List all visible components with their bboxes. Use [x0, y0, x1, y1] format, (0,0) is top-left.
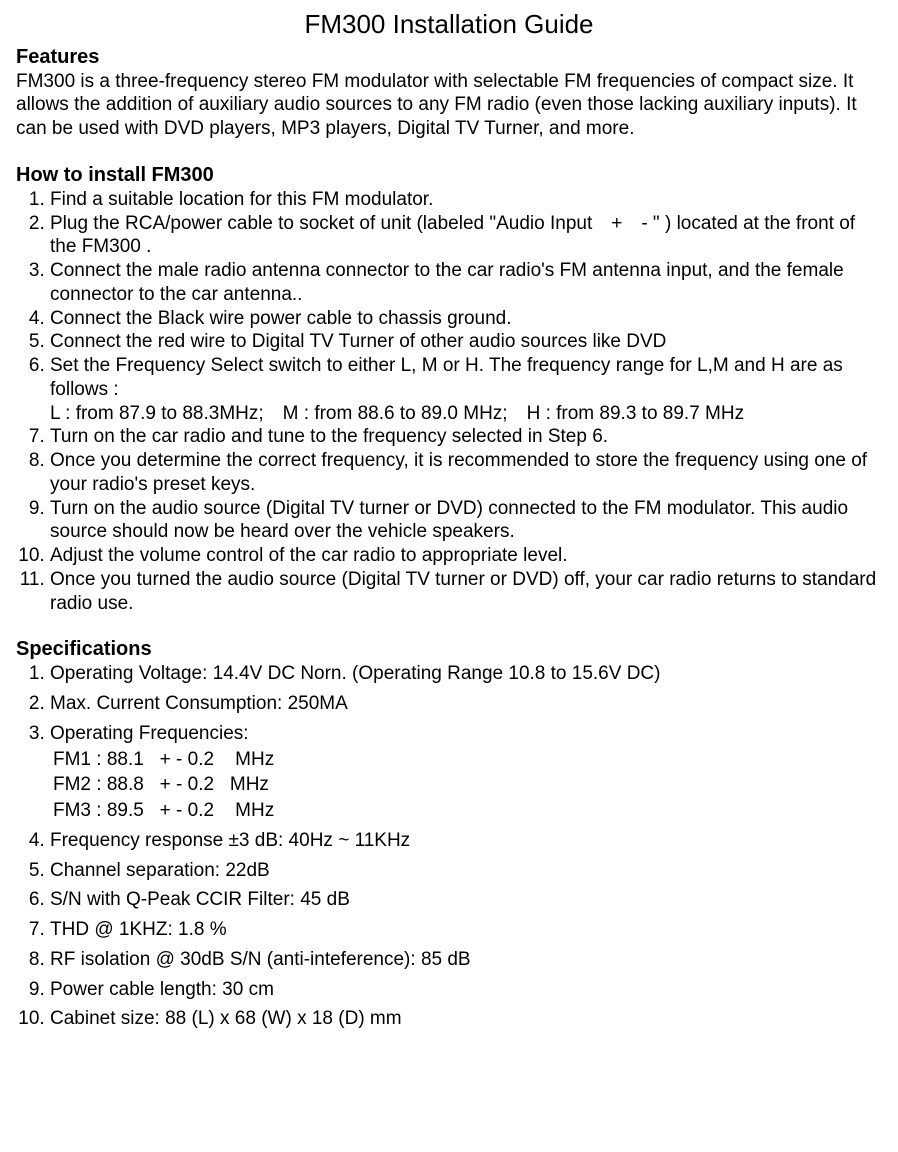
spec-freq-line: FM3 : 89.5 + - 0.2 MHz [53, 799, 882, 823]
spec-freq-line: FM2 : 88.8 + - 0.2 MHz [53, 773, 882, 797]
spec-item-label: Operating Frequencies: [50, 723, 249, 744]
spec-item: Operating Voltage: 14.4V DC Norn. (Opera… [50, 662, 882, 686]
spec-item: Cabinet size: 88 (L) x 68 (W) x 18 (D) m… [50, 1007, 882, 1031]
install-step: Plug the RCA/power cable to socket of un… [50, 212, 882, 260]
install-step: Turn on the audio source (Digital TV tur… [50, 497, 882, 545]
page-title: FM300 Installation Guide [16, 8, 882, 41]
features-body: FM300 is a three-frequency stereo FM mod… [16, 70, 882, 141]
spec-item: Power cable length: 30 cm [50, 978, 882, 1002]
install-step: Adjust the volume control of the car rad… [50, 544, 882, 568]
install-heading: How to install FM300 [16, 163, 882, 188]
install-step: Turn on the car radio and tune to the fr… [50, 425, 882, 449]
install-step: Connect the male radio antenna connector… [50, 259, 882, 307]
install-step: Set the Frequency Select switch to eithe… [50, 354, 882, 425]
install-step: Once you determine the correct frequency… [50, 449, 882, 497]
install-step: Find a suitable location for this FM mod… [50, 188, 882, 212]
spec-item: Operating Frequencies: FM1 : 88.1 + - 0.… [50, 722, 882, 823]
spec-item: RF isolation @ 30dB S/N (anti-inteferenc… [50, 948, 882, 972]
spec-item: THD @ 1KHZ: 1.8 % [50, 918, 882, 942]
specs-list: Operating Voltage: 14.4V DC Norn. (Opera… [16, 662, 882, 1031]
install-step: Connect the red wire to Digital TV Turne… [50, 330, 882, 354]
install-step: Connect the Black wire power cable to ch… [50, 307, 882, 331]
spec-item: S/N with Q-Peak CCIR Filter: 45 dB [50, 888, 882, 912]
spec-item: Channel separation: 22dB [50, 859, 882, 883]
spec-freq-line: FM1 : 88.1 + - 0.2 MHz [53, 748, 882, 772]
spec-item: Frequency response ±3 dB: 40Hz ~ 11KHz [50, 829, 882, 853]
install-list: Find a suitable location for this FM mod… [16, 188, 882, 616]
install-step: Once you turned the audio source (Digita… [50, 568, 882, 616]
specs-heading: Specifications [16, 637, 882, 662]
spec-item: Max. Current Consumption: 250MA [50, 692, 882, 716]
features-heading: Features [16, 45, 882, 70]
